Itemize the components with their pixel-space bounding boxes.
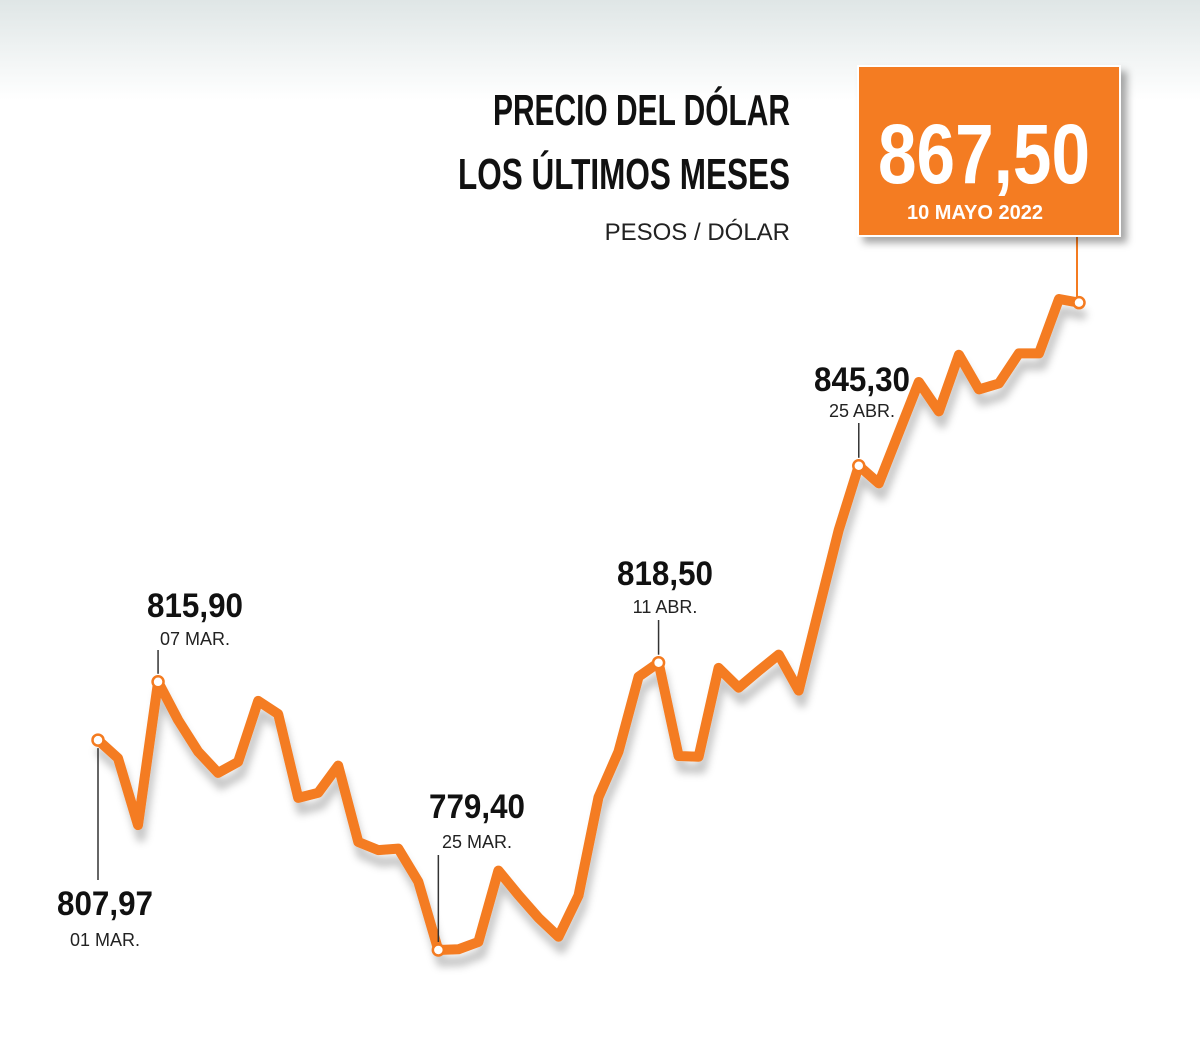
value-label: 779,40: [429, 788, 525, 826]
value-label: 818,50: [617, 555, 713, 593]
value-label: 845,30: [814, 361, 910, 399]
data-line: [93, 294, 1084, 955]
point-marker: [151, 675, 165, 689]
big-date: 10 MAYO 2022: [907, 202, 1043, 224]
chart-title: LOS ÚLTIMOS MESES: [458, 149, 790, 199]
date-label: 07 MAR.: [160, 629, 230, 649]
big-value: 867,50: [878, 107, 1090, 201]
value-box: [857, 65, 1121, 237]
chart-title: PRECIO DEL DÓLAR: [493, 85, 790, 135]
date-label: 01 MAR.: [70, 930, 140, 950]
point-marker: [431, 943, 446, 957]
date-label: 11 ABR.: [633, 597, 698, 617]
point-marker: [1072, 295, 1086, 310]
value-label: 815,90: [147, 587, 243, 625]
date-label: 25 ABR.: [829, 401, 895, 421]
chart-subtitle: PESOS / DÓLAR: [605, 219, 790, 246]
point-marker: [91, 733, 105, 747]
date-label: 25 MAR.: [442, 832, 512, 852]
point-marker: [651, 655, 666, 670]
plot: 807,97 01 MAR. 815,90 07 MAR. 779,40 25 MAR. 8…: [57, 65, 1121, 957]
value-label: 807,97: [57, 885, 153, 923]
point-marker: [852, 459, 866, 473]
